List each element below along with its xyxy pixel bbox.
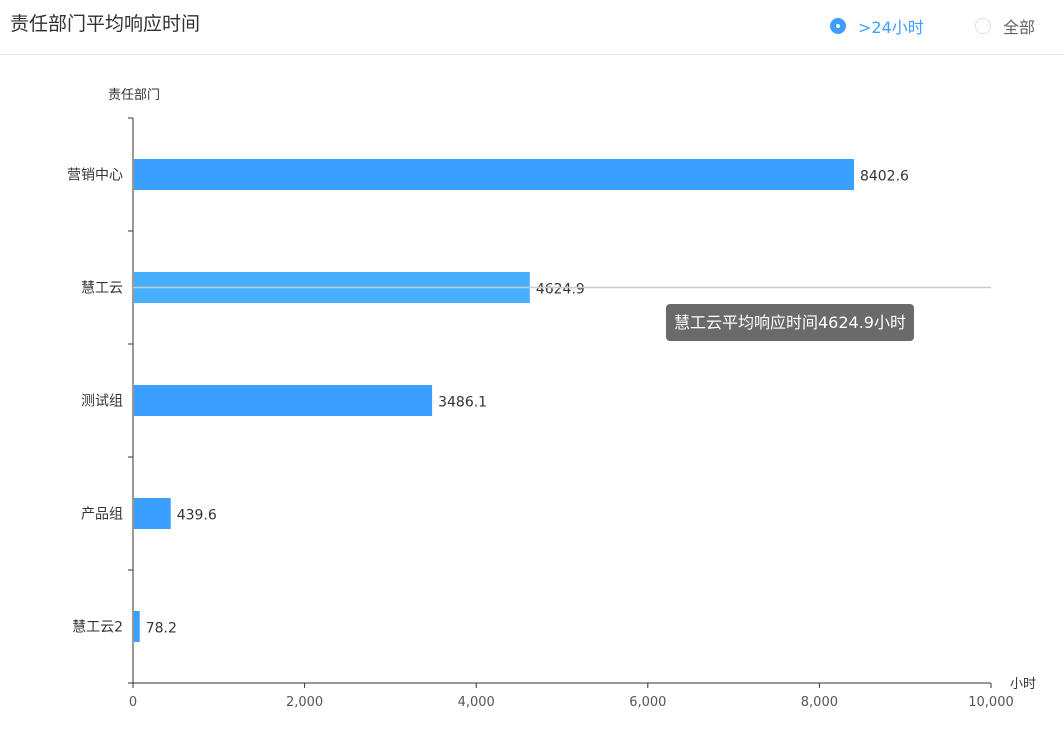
chart-tooltip: 慧工云平均响应时间4624.9小时 — [666, 304, 914, 341]
value-label: 3486.1 — [438, 395, 487, 411]
x-tick-label: 4,000 — [458, 695, 495, 710]
category-label: 慧工云 — [81, 281, 123, 297]
page-title: 责任部门平均响应时间 — [10, 13, 201, 35]
x-tick-label: 8,000 — [801, 695, 838, 710]
category-label: 测试组 — [81, 394, 123, 410]
radio-unchecked-icon[interactable] — [975, 18, 991, 34]
radio-over-24h-label[interactable]: >24小时 — [858, 18, 924, 37]
y-axis-title: 责任部门 — [108, 88, 160, 103]
value-label: 8402.6 — [860, 169, 909, 185]
bar — [134, 611, 140, 642]
x-tick-label: 0 — [129, 695, 137, 710]
bar — [134, 159, 854, 190]
filter-radio-group: >24小时 全部 — [830, 14, 1050, 38]
x-tick-label: 10,000 — [968, 695, 1014, 710]
value-label: 78.2 — [146, 621, 177, 637]
category-label: 产品组 — [81, 507, 123, 523]
header: 责任部门平均响应时间 >24小时 全部 — [0, 0, 1064, 55]
radio-checked-icon[interactable] — [830, 18, 846, 34]
category-label: 营销中心 — [67, 168, 123, 184]
x-tick-label: 6,000 — [629, 695, 666, 710]
bar — [134, 385, 433, 416]
x-tick-label: 2,000 — [286, 695, 323, 710]
radio-all-label[interactable]: 全部 — [1003, 18, 1036, 37]
value-label: 439.6 — [177, 508, 217, 524]
category-label: 慧工云2 — [72, 620, 123, 636]
value-label: 4624.9 — [536, 282, 585, 298]
x-axis-title: 小时 — [1010, 677, 1036, 692]
bar — [134, 498, 171, 529]
radio-all[interactable]: 全部 — [975, 14, 1035, 38]
radio-over-24h[interactable]: >24小时 — [830, 14, 924, 38]
